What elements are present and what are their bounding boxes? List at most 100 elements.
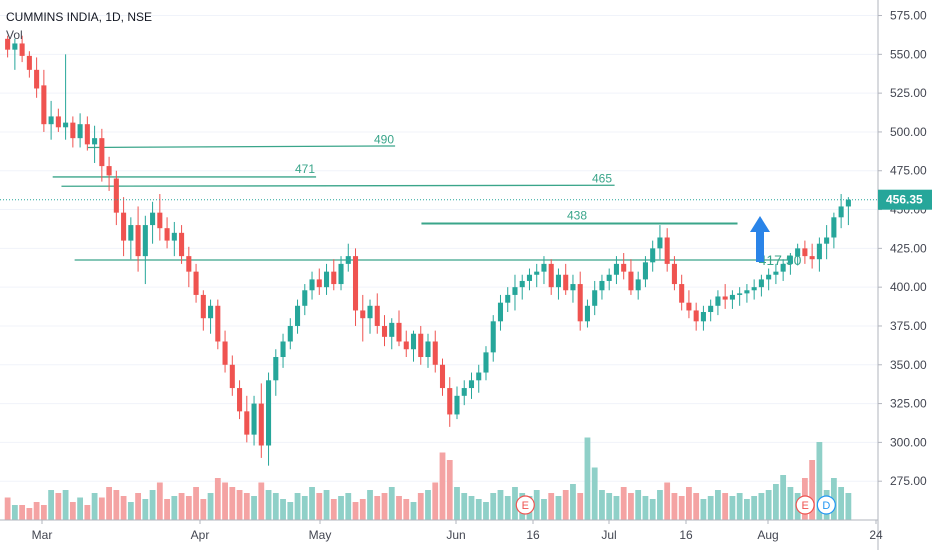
volume-bar: [403, 499, 410, 520]
volume-bar: [744, 499, 750, 520]
volume-bar: [374, 496, 381, 520]
volume-bar: [809, 460, 816, 520]
volume-bar: [657, 490, 663, 520]
candle-body: [128, 225, 134, 241]
volume-bar: [359, 499, 366, 520]
volume-bar: [678, 496, 685, 520]
price-axis[interactable]: 275.00 300.00 325.00 350.00 375.00 400.00 425.…: [877, 0, 932, 550]
price-tick-label: 525.00: [890, 86, 927, 100]
candle-body: [403, 341, 409, 350]
candle-body: [55, 116, 61, 128]
volume-bar: [541, 499, 547, 520]
candle-body: [229, 364, 235, 389]
price-axis-background: [878, 0, 932, 550]
candle-body: [287, 325, 293, 342]
volume-bar: [77, 497, 84, 520]
volume-bar: [381, 493, 388, 520]
candle-body: [497, 302, 504, 322]
volume-bar: [461, 493, 468, 520]
candle-body: [657, 237, 663, 249]
up-arrow-icon: [750, 216, 770, 262]
candle-body: [483, 352, 489, 373]
volume-bar: [106, 487, 112, 520]
volume-bar: [838, 487, 845, 520]
event-marker-label: D: [822, 500, 830, 512]
volume-bar: [98, 497, 105, 520]
time-tick-label: Jun: [446, 528, 465, 542]
volume-bar: [620, 487, 627, 520]
volume-bar: [207, 493, 214, 520]
volume-bar: [178, 493, 185, 520]
candle-body: [222, 341, 228, 365]
candle-body: [164, 228, 170, 241]
volume-bar: [338, 496, 344, 520]
candle-body: [171, 232, 177, 241]
price-tick-label: 475.00: [890, 164, 927, 178]
candle-body: [389, 322, 395, 337]
price-tick-label: 375.00: [890, 319, 927, 333]
volume-bar: [642, 496, 649, 520]
candle-body: [795, 248, 801, 257]
candle-body: [621, 263, 627, 272]
candle-body: [831, 217, 837, 238]
volume-bar: [294, 493, 301, 520]
candle-body: [505, 294, 511, 303]
candle-body: [19, 43, 25, 56]
level-label: 438: [567, 209, 587, 223]
candle-body: [237, 388, 243, 412]
volume-bar: [40, 505, 47, 520]
candle-body: [157, 212, 163, 229]
volume-indicator-label[interactable]: Vol: [6, 28, 23, 42]
volume-bar: [570, 484, 576, 520]
candle-body: [150, 212, 156, 226]
candle-body: [845, 199, 851, 207]
candle-body: [541, 263, 547, 272]
time-tick-label: Apr: [191, 528, 210, 542]
candle-body: [628, 271, 634, 291]
volume-bar: [214, 478, 221, 520]
volume-bar: [454, 487, 460, 520]
chart-grid: [0, 15, 878, 482]
candle-body: [121, 212, 127, 241]
price-tick-label: 275.00: [890, 474, 927, 488]
volume-bar: [280, 499, 286, 520]
level-line: [87, 145, 396, 149]
volume-bar: [26, 508, 33, 520]
event-marker-badge[interactable]: [816, 495, 836, 515]
volume-bar: [200, 499, 207, 520]
volume-bar: [164, 499, 170, 520]
volume-bar: [55, 493, 62, 520]
candle-body: [599, 280, 605, 291]
volume-bar: [606, 493, 613, 520]
candle-body: [592, 290, 598, 306]
volume-bar: [787, 487, 794, 520]
candle-body: [113, 178, 119, 213]
candle-body: [323, 271, 330, 288]
candle-body: [766, 274, 772, 280]
volume-bar: [555, 496, 562, 520]
event-marker-badge[interactable]: [515, 495, 535, 515]
time-tick-label: May: [309, 528, 332, 542]
candle-body: [215, 305, 221, 342]
candle-body: [700, 312, 706, 322]
time-axis[interactable]: Mar Apr May Jun 16 Jul 16 Aug 24: [0, 519, 883, 542]
candle-body: [476, 372, 482, 381]
candle-body: [302, 290, 308, 306]
volume-bar: [475, 499, 482, 520]
volume-bar: [301, 496, 308, 520]
volume-bar: [715, 490, 721, 520]
candle-body: [780, 263, 786, 272]
candle-body: [345, 256, 351, 264]
candle-body: [316, 279, 322, 288]
price-tick-label: 500.00: [890, 125, 927, 139]
event-marker-badge[interactable]: [795, 495, 815, 515]
candle-body: [142, 225, 148, 257]
candle-body: [686, 302, 692, 311]
volume-bar: [490, 493, 497, 520]
volume-bar: [729, 496, 736, 520]
volume-bar: [243, 493, 250, 520]
candle-body: [468, 380, 475, 389]
